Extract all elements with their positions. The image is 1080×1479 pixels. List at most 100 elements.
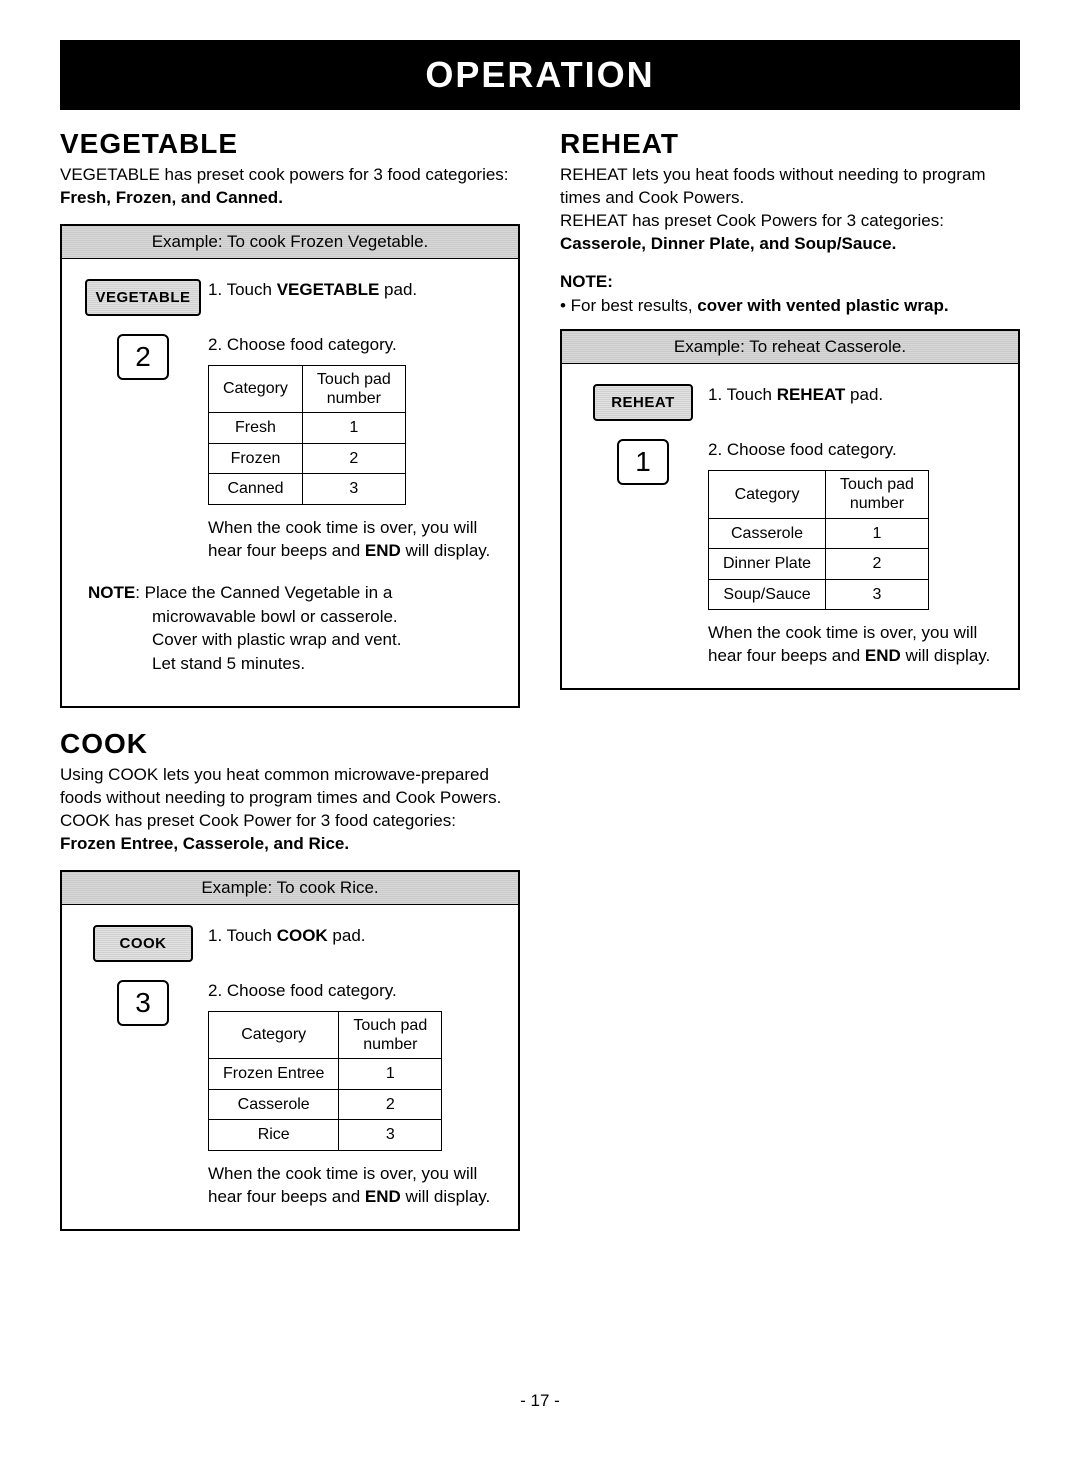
veg-th-num-b: number xyxy=(327,390,381,407)
reheat-topnote: NOTE: • For best results, cover with ven… xyxy=(560,270,1020,318)
vegetable-heading: VEGETABLE xyxy=(60,128,520,160)
right-column: REHEAT REHEAT lets you heat foods withou… xyxy=(560,128,1020,1251)
reh-step2: 2. Choose food category. xyxy=(708,439,1002,462)
reh-th-num-b: number xyxy=(850,495,904,512)
cook-step2: 2. Choose food category. xyxy=(208,980,502,1003)
veg-th-num-a: Touch pad xyxy=(317,371,391,388)
cell: Canned xyxy=(209,474,303,505)
reheat-pad-button[interactable]: REHEAT xyxy=(593,384,693,421)
veg-step1-c: pad. xyxy=(379,280,417,299)
table-row: Casserole1 xyxy=(709,518,929,549)
veg-after-c: will display. xyxy=(401,541,490,560)
reh-step1-c: pad. xyxy=(845,385,883,404)
cell: 1 xyxy=(302,413,405,444)
reheat-step1-text: 1. Touch REHEAT pad. xyxy=(708,384,1002,407)
reheat-example-header: Example: To reheat Casserole. xyxy=(562,331,1018,364)
cell: Casserole xyxy=(209,1089,339,1120)
cell: 3 xyxy=(339,1120,442,1151)
table-row: Rice3 xyxy=(209,1120,442,1151)
cell: 2 xyxy=(826,549,929,580)
reh-th-num-a: Touch pad xyxy=(840,476,914,493)
cell: 2 xyxy=(302,443,405,474)
cook-th-num-a: Touch pad xyxy=(353,1017,427,1034)
cook-th-cat: Category xyxy=(209,1011,339,1058)
reheat-section: REHEAT REHEAT lets you heat foods withou… xyxy=(560,128,1020,690)
reheat-heading: REHEAT xyxy=(560,128,1020,160)
veg-note-label: NOTE xyxy=(88,583,135,602)
left-column: VEGETABLE VEGETABLE has preset cook powe… xyxy=(60,128,520,1251)
cell: Fresh xyxy=(209,413,303,444)
table-header-row: Category Touch pad number xyxy=(709,471,929,518)
cook-pad-col: COOK xyxy=(78,925,208,962)
vegetable-step1-text: 1. Touch VEGETABLE pad. xyxy=(208,279,502,302)
page-title-bar: OPERATION xyxy=(60,40,1020,110)
cook-pad-button[interactable]: COOK xyxy=(93,925,193,962)
reheat-desc-a: REHEAT lets you heat foods without needi… xyxy=(560,165,986,207)
cook-desc-a: Using COOK lets you heat common microwav… xyxy=(60,765,501,830)
cook-example-header: Example: To cook Rice. xyxy=(62,872,518,905)
veg-note-b: microwavable bowl or casserole. xyxy=(88,605,492,629)
cell: 3 xyxy=(826,579,929,610)
cook-desc-b: Frozen Entree, Casserole, and Rice. xyxy=(60,834,349,853)
reh-after-c: will display. xyxy=(901,646,990,665)
reheat-desc-b: REHEAT has preset Cook Powers for 3 cate… xyxy=(560,211,944,230)
reheat-after-text: When the cook time is over, you will hea… xyxy=(708,622,1002,668)
reheat-category-table: Category Touch pad number Casserole1 Din… xyxy=(708,470,929,610)
reh-note-b: cover with vented plastic wrap. xyxy=(697,296,948,315)
cook-step1-b: COOK xyxy=(277,926,328,945)
cell: Frozen xyxy=(209,443,303,474)
table-row: Frozen2 xyxy=(209,443,406,474)
vegetable-pad-col: VEGETABLE xyxy=(78,279,208,316)
reheat-example-body: REHEAT 1. Touch REHEAT pad. 1 2. Choose … xyxy=(562,364,1018,688)
reh-step1-b: REHEAT xyxy=(777,385,846,404)
veg-note-a: : Place the Canned Vegetable in a xyxy=(135,583,392,602)
vegetable-section: VEGETABLE VEGETABLE has preset cook powe… xyxy=(60,128,520,708)
table-header-row: Category Touch pad number xyxy=(209,1011,442,1058)
reheat-note-label: NOTE: xyxy=(560,270,1020,294)
cook-th-num: Touch pad number xyxy=(339,1011,442,1058)
cell: Frozen Entree xyxy=(209,1059,339,1090)
vegetable-desc-b: Fresh, Frozen, and Canned. xyxy=(60,188,283,207)
veg-step1-b: VEGETABLE xyxy=(277,280,380,299)
reheat-pad-col: REHEAT xyxy=(578,384,708,421)
cook-after-b: END xyxy=(365,1187,401,1206)
reh-step1-a: 1. Touch xyxy=(708,385,777,404)
cell: 2 xyxy=(339,1089,442,1120)
cell: Rice xyxy=(209,1120,339,1151)
vegetable-desc: VEGETABLE has preset cook powers for 3 f… xyxy=(60,164,520,210)
reheat-desc: REHEAT lets you heat foods without needi… xyxy=(560,164,1020,256)
reheat-note-line: • For best results, cover with vented pl… xyxy=(560,294,1020,318)
reh-after-b: END xyxy=(865,646,901,665)
cook-step1-c: pad. xyxy=(328,926,366,945)
reheat-num-button[interactable]: 1 xyxy=(617,439,669,485)
content-columns: VEGETABLE VEGETABLE has preset cook powe… xyxy=(60,128,1020,1251)
vegetable-step1-row: VEGETABLE 1. Touch VEGETABLE pad. xyxy=(78,279,502,316)
reh-note-a: • For best results, xyxy=(560,296,697,315)
vegetable-example-body: VEGETABLE 1. Touch VEGETABLE pad. 2 2. C… xyxy=(62,259,518,706)
veg-note-line1: NOTE: Place the Canned Vegetable in a xyxy=(88,581,492,605)
vegetable-num-col: 2 xyxy=(78,334,208,380)
vegetable-pad-button[interactable]: VEGETABLE xyxy=(85,279,200,316)
vegetable-desc-a: VEGETABLE has preset cook powers for 3 f… xyxy=(60,165,509,184)
veg-step1-a: 1. Touch xyxy=(208,280,277,299)
reheat-step1-row: REHEAT 1. Touch REHEAT pad. xyxy=(578,384,1002,421)
veg-th-num: Touch pad number xyxy=(302,365,405,412)
cook-num-button[interactable]: 3 xyxy=(117,980,169,1026)
table-header-row: Category Touch pad number xyxy=(209,365,406,412)
vegetable-num-button[interactable]: 2 xyxy=(117,334,169,380)
cook-after-text: When the cook time is over, you will hea… xyxy=(208,1163,502,1209)
cook-heading: COOK xyxy=(60,728,520,760)
table-row: Frozen Entree1 xyxy=(209,1059,442,1090)
table-row: Fresh1 xyxy=(209,413,406,444)
cook-after-c: will display. xyxy=(401,1187,490,1206)
veg-after-b: END xyxy=(365,541,401,560)
page-number: - 17 - xyxy=(60,1391,1020,1411)
veg-step2: 2. Choose food category. xyxy=(208,334,502,357)
cell: Dinner Plate xyxy=(709,549,826,580)
table-row: Canned3 xyxy=(209,474,406,505)
cell: 1 xyxy=(339,1059,442,1090)
cook-category-table: Category Touch pad number Frozen Entree1… xyxy=(208,1011,442,1151)
cell: Soup/Sauce xyxy=(709,579,826,610)
reheat-step2-text: 2. Choose food category. Category Touch … xyxy=(708,439,1002,668)
reh-th-num: Touch pad number xyxy=(826,471,929,518)
